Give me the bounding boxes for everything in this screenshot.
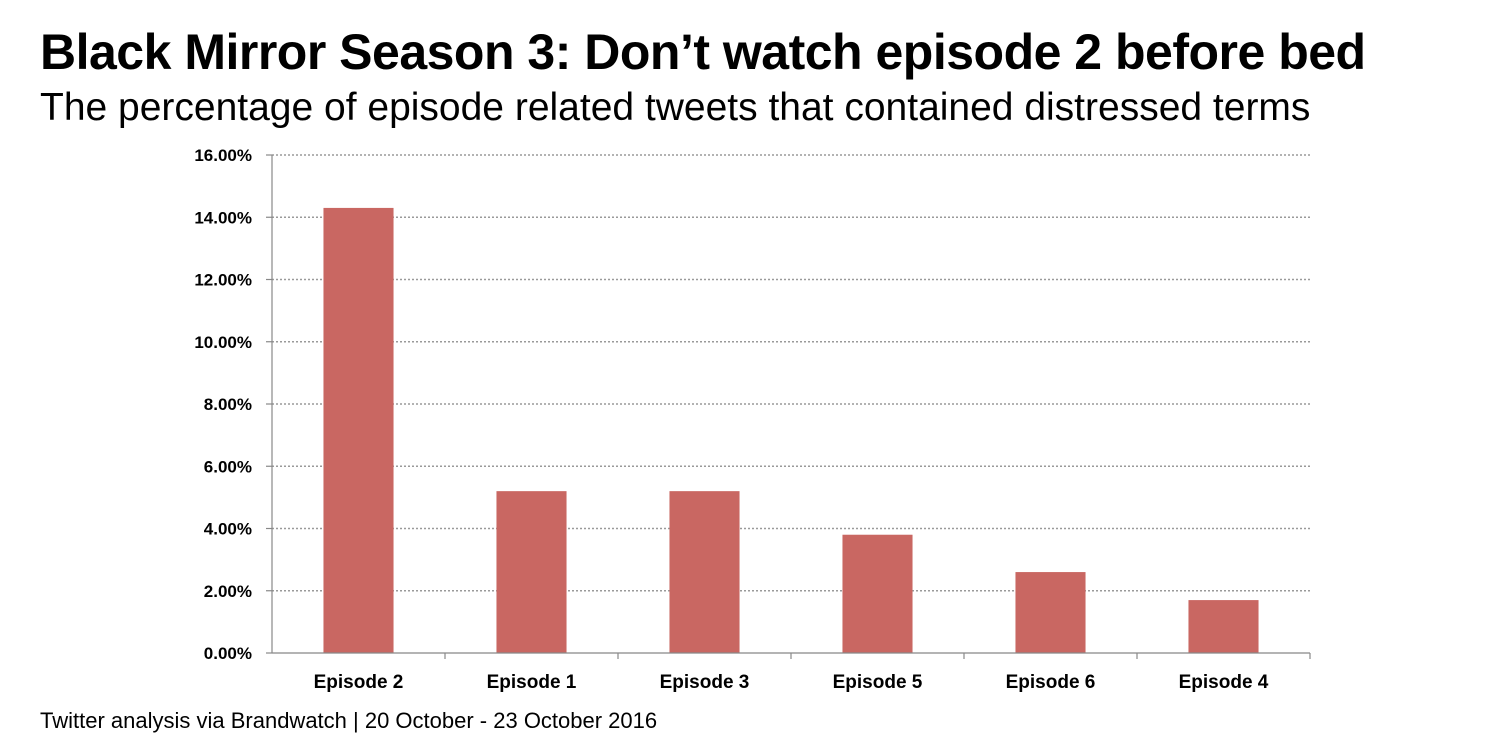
bar-episode-4	[1188, 600, 1259, 653]
y-tick-label: 2.00%	[204, 582, 252, 601]
bar-episode-1	[496, 491, 567, 653]
y-tick-label: 4.00%	[204, 520, 252, 539]
x-category-label: Episode 6	[1006, 672, 1096, 693]
x-category-label: Episode 2	[314, 672, 404, 693]
axes	[266, 154, 1311, 659]
bar-episode-5	[842, 534, 913, 653]
y-tick-label: 6.00%	[204, 457, 252, 476]
y-tick-label: 16.00%	[194, 146, 252, 165]
y-tick-label: 8.00%	[204, 395, 252, 414]
bar-episode-2	[323, 207, 394, 653]
x-category-labels: Episode 2 Episode 1 Episode 3 Episode 5 Epis…	[314, 672, 1269, 693]
bar-episode-3	[669, 491, 740, 653]
x-category-label: Episode 1	[487, 672, 577, 693]
bars	[323, 207, 1259, 653]
chart-subtitle: The percentage of episode related tweets…	[40, 86, 1311, 129]
bar-episode-6	[1015, 572, 1086, 653]
x-category-label: Episode 3	[660, 672, 750, 693]
x-category-label: Episode 4	[1179, 672, 1269, 693]
y-tick-labels: 0.00% 2.00% 4.00% 6.00% 8.00% 10.00% 12.00% 14.…	[194, 146, 252, 663]
source-note: Twitter analysis via Brandwatch | 20 Oct…	[40, 708, 658, 733]
gridlines	[272, 154, 1310, 592]
y-tick-label: 10.00%	[194, 333, 252, 352]
x-category-label: Episode 5	[833, 672, 923, 693]
chart-title: Black Mirror Season 3: Don’t watch episo…	[40, 24, 1366, 80]
y-tick-label: 14.00%	[194, 208, 252, 227]
y-tick-label: 12.00%	[194, 271, 252, 290]
y-tick-label: 0.00%	[204, 644, 252, 663]
